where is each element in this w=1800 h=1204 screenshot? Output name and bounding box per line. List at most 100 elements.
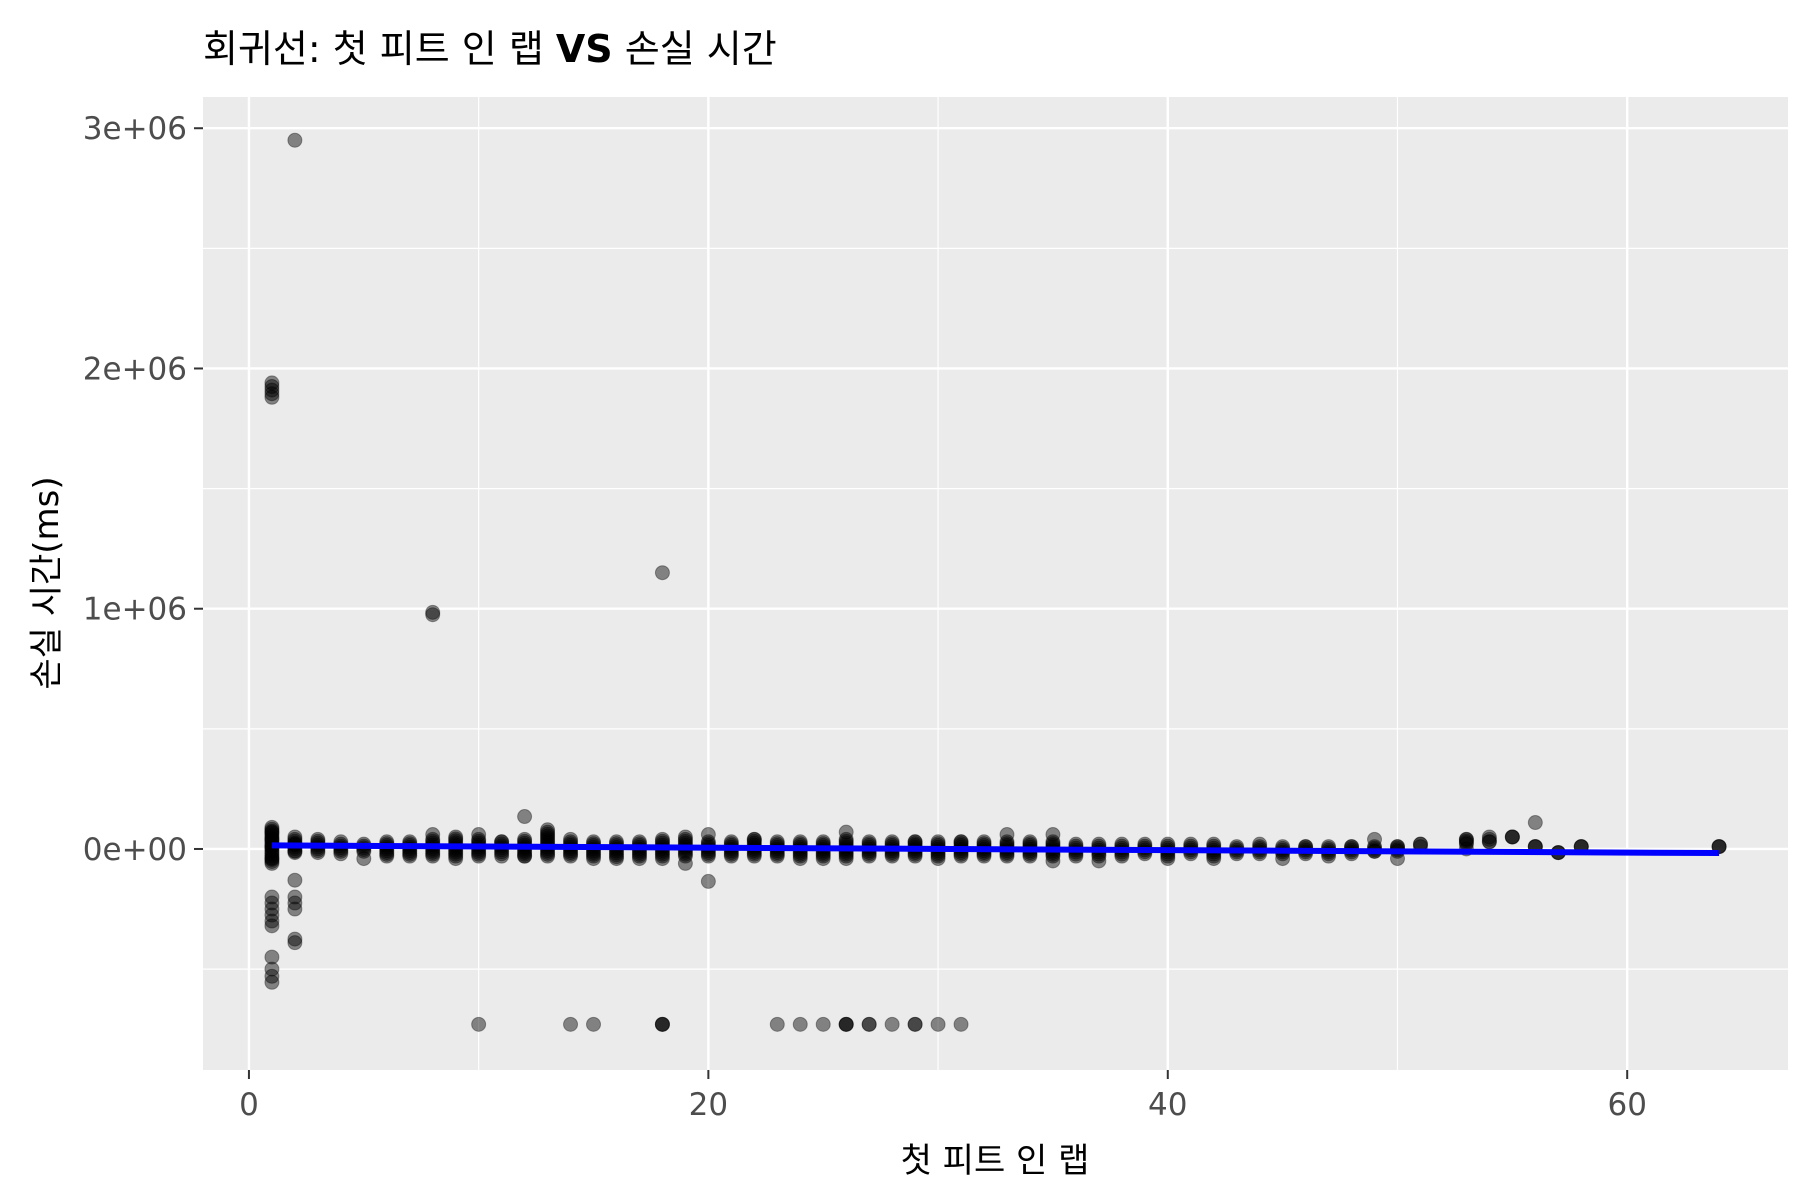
data-point xyxy=(287,132,303,148)
x-axis: 0 20 40 60 xyxy=(239,1070,1647,1123)
data-point xyxy=(1504,829,1520,845)
data-point xyxy=(264,961,280,977)
chart-title-prefix: 회귀선: 첫 피트 인 랩 xyxy=(203,27,556,71)
data-point xyxy=(287,889,303,905)
data-point xyxy=(264,375,280,391)
data-point xyxy=(1367,831,1383,847)
data-point xyxy=(264,821,280,837)
y-tick-label: 2e+06 xyxy=(83,351,187,387)
data-point xyxy=(264,829,280,845)
data-point xyxy=(1160,851,1176,867)
data-point xyxy=(264,918,280,934)
data-point xyxy=(287,901,303,917)
data-point xyxy=(1091,853,1107,869)
data-point xyxy=(631,851,647,867)
data-point xyxy=(1458,833,1474,849)
plot-panel xyxy=(203,97,1788,1070)
data-point xyxy=(792,851,808,867)
data-point xyxy=(425,827,441,843)
data-point xyxy=(907,1016,923,1032)
x-tick-label: 40 xyxy=(1148,1087,1187,1123)
data-point xyxy=(425,604,441,620)
data-point xyxy=(1481,834,1497,850)
data-point xyxy=(264,855,280,871)
data-point xyxy=(838,851,854,867)
data-point xyxy=(700,873,716,889)
data-point xyxy=(540,828,556,844)
data-point xyxy=(264,848,280,864)
data-point xyxy=(815,1016,831,1032)
data-point xyxy=(264,823,280,839)
y-tick-label: 3e+06 xyxy=(83,111,187,147)
data-point xyxy=(1045,853,1061,869)
data-point xyxy=(264,895,280,911)
data-point xyxy=(264,852,280,868)
data-point xyxy=(264,851,280,867)
data-point xyxy=(654,831,670,847)
data-point xyxy=(356,851,372,867)
data-point xyxy=(654,1016,670,1032)
data-point xyxy=(1481,829,1497,845)
data-point xyxy=(264,824,280,840)
data-point xyxy=(471,1016,487,1032)
data-point xyxy=(792,1016,808,1032)
regression-line xyxy=(271,842,1720,857)
data-point xyxy=(677,829,693,845)
data-point xyxy=(264,913,280,929)
data-point xyxy=(1045,827,1061,843)
x-tick-label: 60 xyxy=(1607,1087,1646,1123)
data-point xyxy=(287,872,303,888)
data-point xyxy=(608,851,624,867)
data-point xyxy=(540,822,556,838)
data-point xyxy=(264,386,280,402)
data-point xyxy=(953,1016,969,1032)
data-point xyxy=(746,831,762,847)
data-point xyxy=(563,1016,579,1032)
data-point xyxy=(654,1016,670,1032)
data-point xyxy=(1206,851,1222,867)
data-point xyxy=(907,1016,923,1032)
data-point xyxy=(264,378,280,394)
data-point xyxy=(264,825,280,841)
data-point xyxy=(287,895,303,911)
data-point xyxy=(586,1016,602,1032)
y-tick-label: 1e+06 xyxy=(83,592,187,628)
data-point xyxy=(838,824,854,840)
data-point xyxy=(402,848,418,864)
x-tick-label: 20 xyxy=(689,1087,728,1123)
data-point xyxy=(448,851,464,867)
data-point xyxy=(448,829,464,845)
y-axis: 0e+00 1e+06 2e+06 3e+06 xyxy=(83,111,203,868)
data-point xyxy=(264,907,280,923)
data-point xyxy=(287,829,303,845)
data-point xyxy=(287,935,303,951)
data-point xyxy=(264,901,280,917)
grid-minor-lines xyxy=(18,97,1788,1070)
data-point xyxy=(540,826,556,842)
x-axis-label: 첫 피트 인 랩 xyxy=(901,1141,1090,1181)
data-point xyxy=(586,851,602,867)
chart-title: 회귀선: 첫 피트 인 랩 VS 손실 시간 xyxy=(203,27,777,71)
regression-layer xyxy=(271,842,1720,857)
data-point xyxy=(930,1016,946,1032)
data-point xyxy=(264,889,280,905)
data-point xyxy=(1481,831,1497,847)
data-point xyxy=(1504,829,1520,845)
x-tick-label: 0 xyxy=(239,1087,259,1123)
data-point xyxy=(654,1016,670,1032)
data-point xyxy=(1504,829,1520,845)
data-point xyxy=(677,855,693,871)
data-point xyxy=(1458,831,1474,847)
y-axis-label: 손실 시간(ms) xyxy=(27,476,67,689)
data-point xyxy=(471,827,487,843)
data-point xyxy=(838,1016,854,1032)
data-point xyxy=(379,848,395,864)
y-tick-label: 0e+00 xyxy=(83,832,187,868)
data-point xyxy=(264,974,280,990)
data-point xyxy=(861,1016,877,1032)
data-point xyxy=(264,853,280,869)
data-point xyxy=(264,844,280,860)
data-point xyxy=(700,827,716,843)
data-point xyxy=(540,824,556,840)
